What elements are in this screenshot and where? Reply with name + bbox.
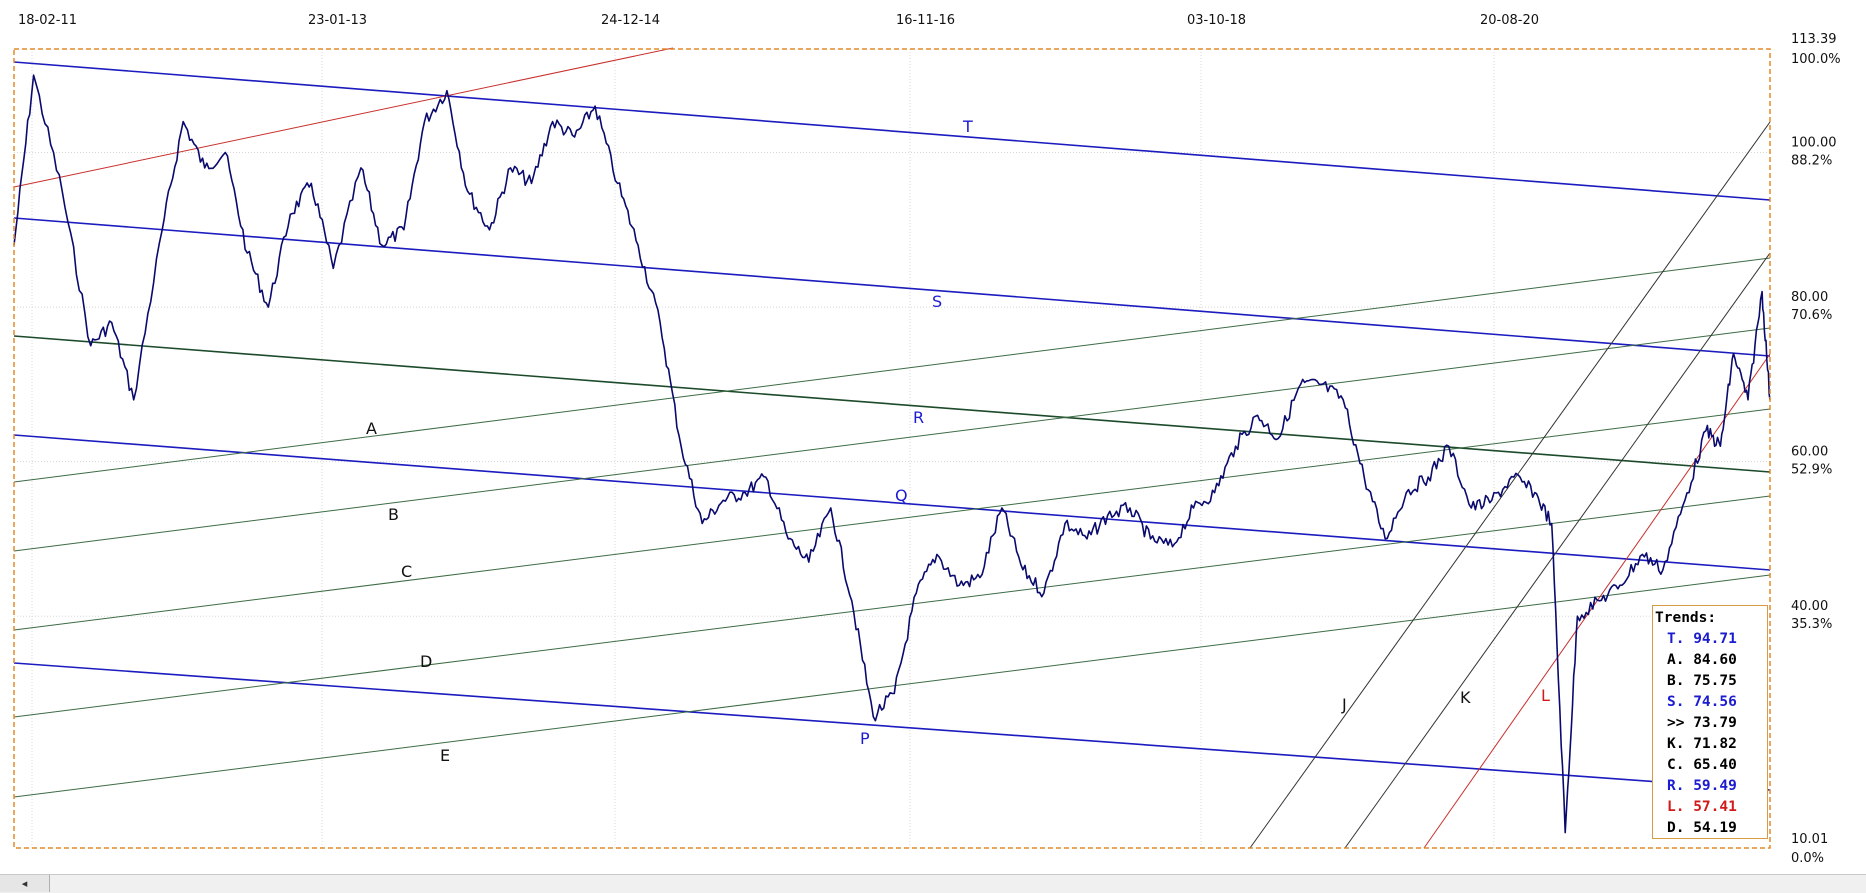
trends-title: Trends: <box>1655 610 1717 626</box>
trend-line-label: A <box>366 419 377 438</box>
y-tick-percent: 100.0% <box>1791 52 1841 67</box>
x-axis-ticks: 18-02-11 23-01-13 24-12-14 16-11-16 03-10-18… <box>18 13 1539 28</box>
y-tick-price: 10.01 <box>1791 832 1828 847</box>
trend-line-s <box>13 217 1771 357</box>
scroll-left-arrow-icon[interactable]: ◂ <box>0 875 50 892</box>
x-tick-label: 23-01-13 <box>308 13 367 28</box>
y-tick-percent: 0.0% <box>1791 851 1824 866</box>
trend-row: >> 73.79 <box>1667 715 1737 731</box>
y-axis-ticks: 113.39 100.0% 100.00 88.2% 80.00 70.6% 60.00 52… <box>1791 32 1841 866</box>
x-tick-label: 20-08-20 <box>1480 13 1539 28</box>
x-tick-label: 03-10-18 <box>1187 13 1246 28</box>
trend-line-b <box>13 327 1771 552</box>
y-tick-price: 113.39 <box>1791 32 1837 47</box>
trend-row: T. 94.71 <box>1667 631 1737 647</box>
price-line <box>13 74 1771 834</box>
price-series <box>13 74 1771 834</box>
trend-line-p <box>13 662 1771 791</box>
y-tick-percent: 52.9% <box>1791 463 1832 478</box>
trend-lines <box>13 47 1771 849</box>
trend-row: D. 54.19 <box>1667 820 1737 836</box>
horizontal-scrollbar[interactable]: ◂ <box>0 874 1866 893</box>
trend-line-a <box>13 257 1771 483</box>
y-tick-price: 100.00 <box>1791 135 1837 150</box>
trend-line-red-upper <box>13 47 674 188</box>
trend-line-q <box>13 434 1771 571</box>
trend-line-j <box>1249 121 1771 849</box>
y-tick-percent: 70.6% <box>1791 308 1832 323</box>
y-tick-price: 80.00 <box>1791 290 1828 305</box>
trend-row: L. 57.41 <box>1667 799 1737 815</box>
y-tick-price: 40.00 <box>1791 599 1828 614</box>
trend-line-label: T <box>962 117 973 136</box>
trend-line-e <box>13 574 1771 798</box>
trend-line-label: J <box>1341 695 1347 714</box>
trend-line-k <box>1344 252 1771 849</box>
x-tick-label: 24-12-14 <box>601 13 660 28</box>
trend-line-label: D <box>420 652 432 671</box>
trend-line-d <box>13 495 1771 718</box>
trend-line-c <box>13 408 1771 631</box>
plot-frame <box>13 48 1771 849</box>
x-tick-label: 18-02-11 <box>18 13 77 28</box>
x-tick-label: 16-11-16 <box>896 13 955 28</box>
trend-line-t <box>13 61 1771 201</box>
trends-legend: Trends: T. 94.71 A. 84.60 B. 75.75 S. 74.56… <box>1652 605 1768 839</box>
y-tick-price: 60.00 <box>1791 445 1828 460</box>
trends-rows: T. 94.71 A. 84.60 B. 75.75 S. 74.56 >> 73.79… <box>1655 629 1767 839</box>
gridlines <box>14 49 1770 848</box>
trend-line-label: L <box>1541 686 1550 705</box>
trend-line-label: B <box>388 505 399 524</box>
y-tick-percent: 88.2% <box>1791 153 1832 168</box>
trend-line-labels: T S R Q P A B C D E J K L <box>366 117 1550 765</box>
trend-row: C. 65.40 <box>1667 757 1737 773</box>
trend-line-label: S <box>932 292 942 311</box>
trend-row: R. 59.49 <box>1667 778 1737 794</box>
trend-row: A. 84.60 <box>1667 652 1737 668</box>
trend-row: S. 74.56 <box>1667 694 1737 710</box>
trend-line-label: E <box>440 746 450 765</box>
trend-row: B. 75.75 <box>1667 673 1737 689</box>
chart-area: 18-02-11 23-01-13 24-12-14 16-11-16 03-10-18… <box>13 13 1841 866</box>
trend-line-label: Q <box>895 486 908 505</box>
trend-line-label: C <box>401 562 412 581</box>
y-tick-percent: 35.3% <box>1791 617 1832 632</box>
trend-line-label: P <box>860 729 870 748</box>
trend-row: K. 71.82 <box>1667 736 1737 752</box>
trend-line-label: K <box>1460 688 1471 707</box>
trend-line-r <box>13 335 1771 473</box>
trend-line-label: R <box>913 408 924 427</box>
